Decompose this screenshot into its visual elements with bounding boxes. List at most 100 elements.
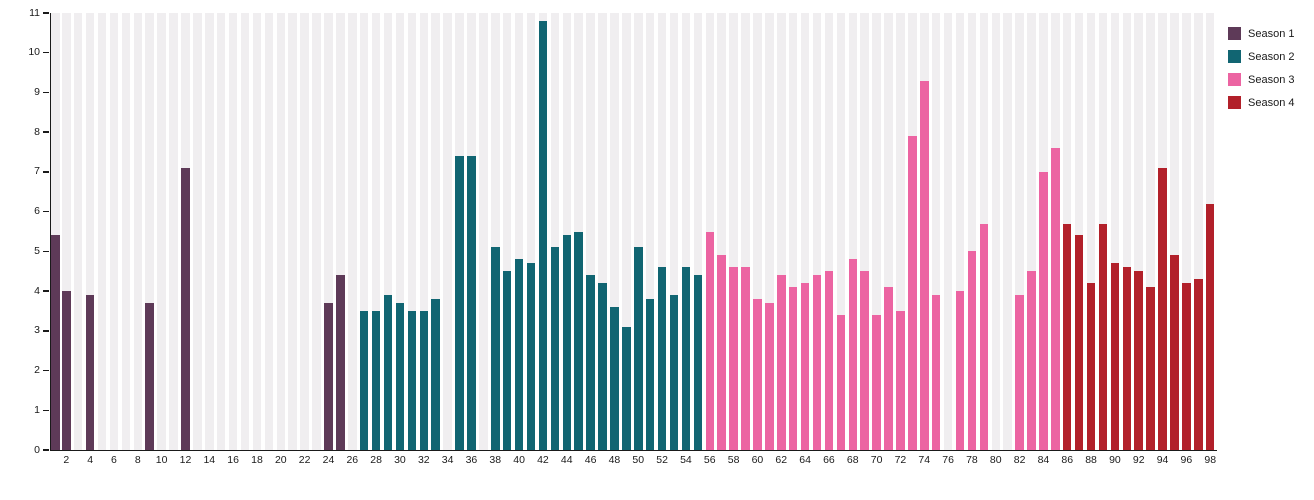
bar-episode-43[interactable] (550, 247, 560, 450)
bar-episode-1[interactable] (51, 235, 60, 450)
bar-episode-24[interactable] (324, 303, 333, 450)
background-stripe (288, 13, 297, 450)
bar-episode-30[interactable] (395, 303, 405, 450)
background-stripe (62, 13, 71, 450)
legend-item-season-3[interactable]: Season 3 (1228, 73, 1294, 86)
legend-item-season-2[interactable]: Season 2 (1228, 50, 1294, 63)
bar-episode-50[interactable] (634, 247, 643, 450)
bar-episode-86[interactable] (1062, 223, 1072, 450)
bar-episode-65[interactable] (812, 275, 822, 450)
bar-episode-60[interactable] (753, 299, 762, 450)
bar-episode-85[interactable] (1051, 148, 1060, 450)
y-tick-label: 4 (34, 284, 40, 297)
legend-label: Season 1 (1248, 27, 1295, 40)
bar-episode-75[interactable] (931, 295, 941, 450)
bar-episode-63[interactable] (788, 287, 798, 450)
bar-episode-39[interactable] (502, 271, 512, 450)
bar-episode-79[interactable] (979, 223, 989, 450)
bar-episode-59[interactable] (741, 267, 750, 450)
background-stripe (562, 13, 572, 450)
bar-episode-31[interactable] (407, 310, 417, 450)
bar-episode-93[interactable] (1146, 287, 1155, 450)
bar-episode-68[interactable] (848, 259, 857, 450)
bar-episode-97[interactable] (1194, 279, 1203, 450)
bar-episode-54[interactable] (681, 267, 691, 450)
background-stripe (812, 13, 822, 450)
y-tick-label: 5 (34, 244, 40, 257)
bar-episode-62[interactable] (777, 275, 786, 450)
x-tick-label: 80 (989, 454, 1002, 466)
bar-episode-33[interactable] (431, 299, 440, 450)
bar-episode-32[interactable] (419, 310, 429, 450)
bar-episode-51[interactable] (645, 299, 655, 450)
bar-episode-35[interactable] (455, 156, 464, 450)
background-stripe (634, 13, 643, 450)
bar-episode-92[interactable] (1134, 271, 1143, 450)
bar-episode-42[interactable] (538, 20, 548, 450)
bar-episode-87[interactable] (1074, 235, 1084, 450)
bar-episode-94[interactable] (1158, 167, 1167, 450)
bar-episode-55[interactable] (693, 275, 703, 450)
bar-episode-96[interactable] (1182, 283, 1191, 450)
bar-episode-78[interactable] (967, 251, 977, 450)
bar-episode-44[interactable] (562, 235, 572, 450)
bar-episode-58[interactable] (729, 267, 738, 450)
bar-episode-72[interactable] (896, 310, 905, 450)
x-tick-label: 58 (727, 454, 740, 466)
bar-episode-29[interactable] (383, 295, 393, 450)
bar-episode-25[interactable] (336, 275, 345, 450)
bar-episode-64[interactable] (800, 283, 810, 450)
bar-episode-48[interactable] (610, 306, 619, 450)
bar-episode-56[interactable] (705, 231, 715, 450)
bar-episode-45[interactable] (574, 231, 583, 450)
bar-episode-52[interactable] (657, 267, 667, 450)
x-tick-label: 2 (63, 454, 70, 466)
bar-episode-27[interactable] (359, 310, 369, 450)
background-stripe (931, 13, 941, 450)
bar-episode-70[interactable] (872, 314, 881, 450)
bar-episode-74[interactable] (920, 80, 929, 450)
bar-episode-41[interactable] (526, 263, 536, 450)
bar-episode-61[interactable] (765, 303, 774, 450)
bar-episode-88[interactable] (1086, 283, 1096, 450)
background-stripe (681, 13, 691, 450)
bar-episode-66[interactable] (824, 271, 834, 450)
bar-episode-12[interactable] (181, 167, 190, 450)
bar-episode-84[interactable] (1039, 171, 1048, 450)
bar-episode-69[interactable] (860, 271, 869, 450)
legend-item-season-4[interactable]: Season 4 (1228, 96, 1294, 109)
bar-episode-57[interactable] (717, 255, 726, 450)
y-tick-mark (43, 449, 49, 451)
bar-episode-67[interactable] (836, 314, 846, 450)
bar-episode-40[interactable] (514, 259, 524, 450)
x-tick-label: 66 (823, 454, 835, 466)
bar-episode-53[interactable] (669, 295, 679, 450)
bar-episode-77[interactable] (955, 291, 965, 450)
background-stripe (598, 13, 607, 450)
bar-episode-47[interactable] (598, 283, 607, 450)
bar-episode-4[interactable] (85, 295, 95, 450)
bar-episode-49[interactable] (622, 326, 631, 450)
bar-episode-82[interactable] (1015, 295, 1024, 450)
y-tick-mark (43, 409, 49, 412)
bar-episode-95[interactable] (1170, 255, 1179, 450)
y-tick-label: 6 (34, 205, 40, 218)
bar-episode-28[interactable] (371, 310, 381, 450)
bar-episode-73[interactable] (908, 136, 917, 450)
background-stripe (884, 13, 893, 450)
background-stripe (1194, 13, 1203, 450)
bar-episode-2[interactable] (62, 291, 71, 450)
x-tick-label: 54 (680, 454, 692, 466)
legend-item-season-1[interactable]: Season 1 (1228, 27, 1294, 40)
bar-episode-83[interactable] (1027, 271, 1036, 450)
bar-episode-46[interactable] (586, 275, 595, 450)
bar-episode-90[interactable] (1110, 263, 1120, 450)
bar-episode-9[interactable] (145, 303, 154, 450)
bar-episode-71[interactable] (884, 287, 893, 450)
x-tick-label: 8 (134, 454, 141, 466)
bar-episode-38[interactable] (491, 247, 500, 450)
bar-episode-98[interactable] (1205, 203, 1215, 450)
bar-episode-89[interactable] (1098, 223, 1108, 450)
bar-episode-36[interactable] (467, 156, 476, 450)
bar-episode-91[interactable] (1122, 267, 1132, 450)
